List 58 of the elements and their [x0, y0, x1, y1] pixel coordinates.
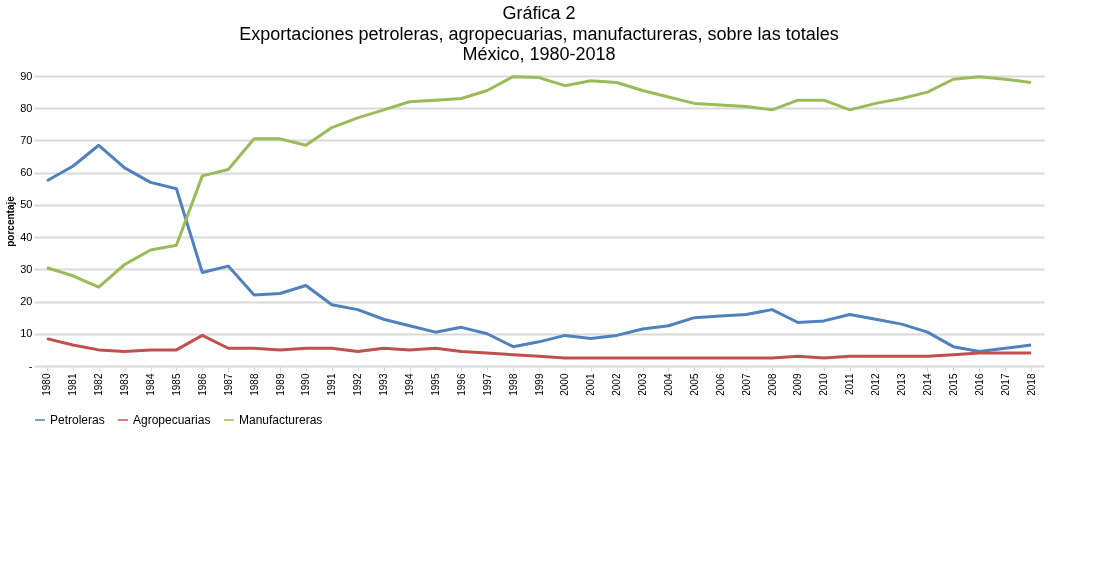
- line-series: [45, 143, 1033, 353]
- x-tick-label: 2003: [637, 373, 649, 396]
- x-tick-label: 2006: [714, 373, 726, 396]
- y-tick-label: -: [28, 359, 33, 372]
- y-axis-title: porcentaje: [5, 195, 17, 247]
- x-tick-label: 1992: [352, 373, 364, 396]
- x-tick-label: 2018: [1025, 373, 1037, 396]
- x-tick-label: 2005: [688, 373, 700, 396]
- y-tick-label: 10: [20, 327, 33, 340]
- x-tick-label: 1987: [222, 373, 234, 396]
- x-tick-label: 2016: [973, 373, 985, 396]
- x-tick-label: 2012: [870, 373, 882, 396]
- x-tick-label: 1988: [248, 373, 260, 396]
- y-tick-label: 60: [20, 166, 33, 179]
- y-tick-label: 40: [20, 230, 33, 243]
- x-tick-label: 1990: [300, 373, 312, 396]
- x-tick-label: 1993: [378, 373, 390, 396]
- y-tick-label: 90: [20, 69, 33, 82]
- x-tick-label: 1984: [145, 373, 157, 396]
- x-tick-label: 1995: [429, 373, 441, 396]
- x-tick-label: 2014: [921, 373, 933, 396]
- y-tick-label: 80: [20, 101, 33, 114]
- x-tick-label: 1999: [533, 373, 545, 396]
- line-series: [45, 75, 1033, 289]
- chart-subtitle: Exportaciones petroleras, agropecuarias, manufactureras, sobre las totales México, 1980-2018: [239, 24, 839, 64]
- y-tick-label: 20: [20, 295, 33, 308]
- x-tick-label: 2009: [792, 373, 804, 396]
- x-tick-label: 2010: [818, 373, 830, 396]
- x-tick-label: 2000: [559, 373, 571, 396]
- x-tick-label: 2002: [611, 373, 623, 396]
- chart-title: Gráfica 2: [502, 3, 576, 23]
- y-tick-label: 30: [20, 262, 33, 275]
- legend-label: Petroleras: [50, 413, 105, 427]
- x-tick-label: 1998: [507, 373, 519, 396]
- x-tick-label: 2011: [844, 373, 856, 396]
- x-tick-label: 1996: [455, 373, 467, 396]
- x-tick-label: 1980: [41, 373, 53, 396]
- legend-label: Agropecuarias: [133, 413, 211, 427]
- x-tick-label: 1985: [170, 373, 182, 396]
- x-tick-label: 2001: [585, 373, 597, 396]
- x-tick-label: 1981: [67, 373, 79, 396]
- x-tick-label: 1983: [119, 373, 131, 396]
- x-tick-label: 1982: [93, 373, 105, 396]
- x-tick-label: 2015: [947, 373, 959, 396]
- x-tick-label: 2007: [740, 373, 752, 396]
- x-tick-label: 2013: [896, 373, 908, 396]
- x-tick-label: 1991: [326, 373, 338, 396]
- x-tick-label: 2008: [766, 373, 778, 396]
- legend-label: Manufactureras: [239, 413, 323, 427]
- y-tick-label: 70: [20, 133, 33, 146]
- y-tick-label: 50: [20, 198, 33, 211]
- x-tick-label: 1997: [481, 373, 493, 396]
- x-tick-label: 1994: [404, 373, 416, 396]
- x-tick-label: 2017: [999, 373, 1011, 396]
- x-tick-label: 1989: [274, 373, 286, 396]
- x-tick-label: 1986: [196, 373, 208, 396]
- x-tick-label: 2004: [662, 373, 674, 396]
- line-series: [45, 333, 1033, 360]
